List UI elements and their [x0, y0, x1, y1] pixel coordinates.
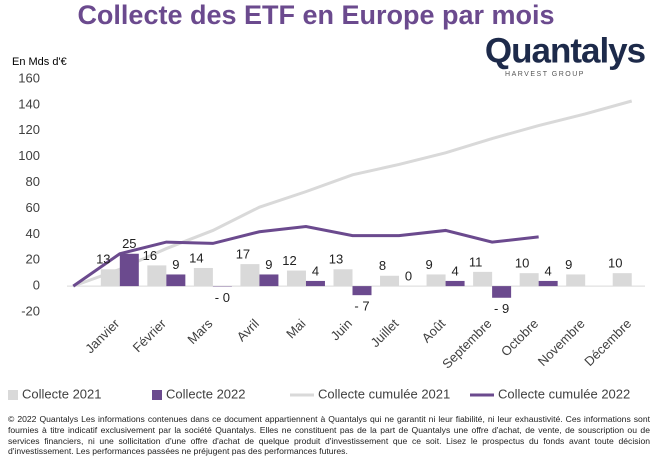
data-label: 25: [122, 236, 136, 251]
bar: [612, 273, 632, 287]
data-label: 4: [545, 263, 552, 278]
data-label: 9: [565, 257, 572, 272]
x-tick-label: Septembre: [439, 316, 495, 372]
bar: [193, 267, 213, 287]
data-label: 16: [143, 248, 157, 263]
bar: [305, 280, 325, 287]
line: [72, 225, 539, 288]
x-tick-label: Février: [130, 315, 170, 355]
y-tick-label: 0: [33, 278, 40, 293]
logo-tagline: HARVEST GROUP: [505, 71, 585, 78]
bar: [538, 280, 558, 287]
data-label: 13: [329, 252, 343, 267]
bar: [426, 274, 446, 287]
x-tick-label: Juillet: [367, 316, 401, 350]
legend-label: Collecte 2021: [22, 386, 102, 401]
x-tick-label: Avril: [234, 316, 262, 344]
bar: [147, 265, 167, 287]
bar: [473, 271, 493, 287]
x-tick-label: Mars: [184, 316, 215, 347]
data-label: 11: [469, 254, 483, 269]
data-label: 14: [189, 250, 203, 265]
data-label: 10: [608, 256, 622, 271]
chart-title: Collecte des ETF en Europe par mois: [77, 0, 554, 30]
y-tick-label: 140: [18, 96, 40, 111]
y-tick-label: 160: [18, 70, 40, 85]
y-tick-label: 40: [26, 226, 40, 241]
y-tick-label: 100: [18, 148, 40, 163]
chart: Collecte des ETF en Europe par mois En M…: [8, 0, 647, 401]
data-label: - 7: [354, 299, 369, 314]
x-tick-label: Août: [419, 316, 449, 346]
data-label: 13: [96, 252, 110, 267]
bar: [519, 273, 539, 287]
y-tick-label: 20: [26, 252, 40, 267]
logo: Quantalys: [485, 31, 646, 70]
x-tick-label: Décembre: [581, 316, 634, 369]
y-axis-label: En Mds d'€: [12, 56, 67, 68]
x-tick-label: Novembre: [535, 316, 588, 369]
disclaimer: © 2022 Quantalys Les informations conten…: [8, 414, 650, 457]
y-tick-label: 120: [18, 122, 40, 137]
bar: [380, 275, 400, 287]
bar: [119, 253, 139, 287]
y-tick-label: 60: [26, 200, 40, 215]
bar: [333, 269, 353, 287]
legend-swatch: [8, 390, 18, 400]
bar: [240, 264, 260, 287]
x-tick-label: Juin: [328, 316, 355, 343]
data-label: - 0: [215, 290, 230, 305]
y-tick-label: 80: [26, 174, 40, 189]
legend-label: Collecte 2022: [166, 386, 246, 401]
data-label: 4: [451, 263, 458, 278]
data-label: 12: [282, 253, 296, 268]
bar: [286, 270, 306, 287]
bar: [100, 269, 120, 287]
line: [72, 99, 633, 288]
data-label: 9: [425, 257, 432, 272]
data-label: 17: [236, 247, 250, 262]
x-tick-label: Janvier: [82, 315, 123, 356]
data-label: 8: [379, 258, 386, 273]
x-tick-label: Mai: [283, 316, 308, 341]
x-tick-label: Octobre: [498, 316, 541, 359]
legend-label: Collecte cumulée 2022: [498, 386, 630, 401]
data-label: 9: [265, 257, 272, 272]
legend-swatch: [152, 390, 162, 400]
legend-label: Collecte cumulée 2021: [318, 386, 450, 401]
bar: [492, 286, 512, 298]
bar: [566, 274, 586, 287]
data-label: 0: [405, 269, 412, 284]
bar: [352, 286, 372, 296]
data-label: 4: [312, 263, 319, 278]
data-label: 10: [515, 256, 529, 271]
bar: [166, 274, 186, 287]
data-label: - 9: [494, 301, 509, 316]
bar: [259, 274, 279, 287]
bar: [445, 280, 465, 287]
data-label: 9: [172, 257, 179, 272]
y-tick-label: -20: [21, 303, 40, 318]
